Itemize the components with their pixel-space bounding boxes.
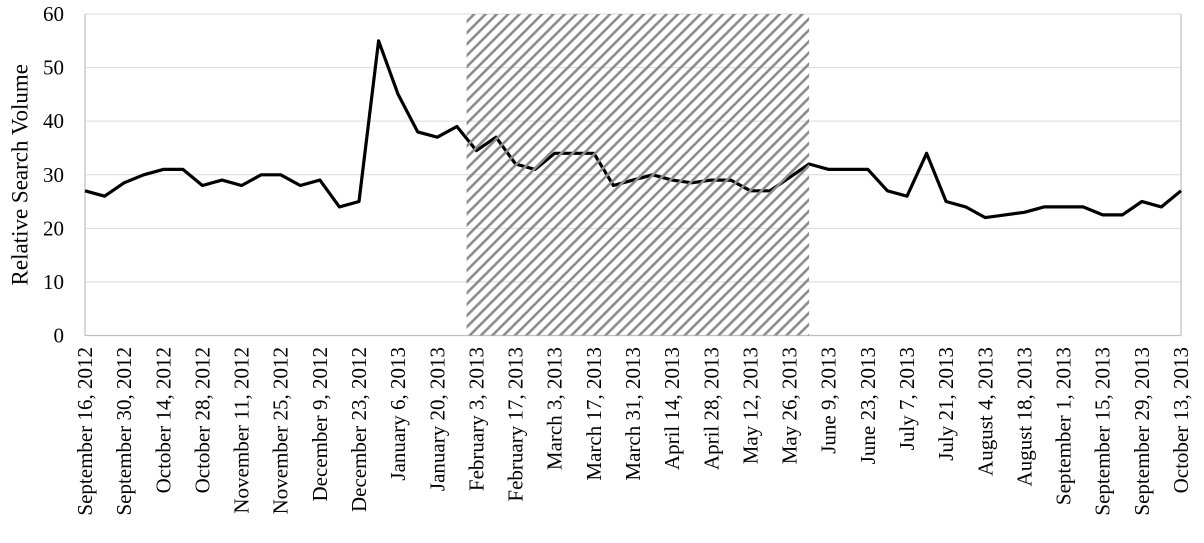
x-tick-label: September 15, 2013 [1091,347,1115,516]
y-tick-label: 10 [43,270,64,294]
x-tick-label: November 11, 2012 [230,347,254,514]
y-tick-label: 20 [43,216,64,240]
y-tick-label: 40 [43,109,64,133]
y-tick-label: 50 [43,56,64,80]
x-tick-label: April 14, 2013 [660,347,684,470]
x-tick-label: December 23, 2012 [347,347,371,512]
x-tick-label: September 1, 2013 [1052,347,1076,505]
x-tick-label: May 12, 2013 [738,347,762,464]
x-tick-label: January 6, 2013 [386,347,410,481]
x-tick-label: April 28, 2013 [699,347,723,470]
y-tick-label: 0 [54,324,65,348]
x-tick-label: October 28, 2012 [190,347,214,493]
x-tick-label: March 17, 2013 [582,347,606,481]
y-axis-title: Relative Search Volume [8,64,33,285]
x-tick-label: September 29, 2013 [1130,347,1154,516]
x-tick-label: September 16, 2012 [73,347,97,516]
x-tick-label: September 30, 2012 [112,347,136,516]
x-tick-label: July 7, 2013 [895,347,919,450]
x-tick-label: March 31, 2013 [621,347,645,481]
x-tick-label: October 14, 2012 [151,347,175,493]
x-tick-label: July 21, 2013 [934,347,958,461]
x-tick-label: May 26, 2013 [778,347,802,464]
x-tick-label: August 18, 2013 [1012,347,1036,486]
x-tick-label: June 23, 2013 [856,347,880,464]
x-tick-label: June 9, 2013 [817,347,841,454]
x-tick-label: February 17, 2013 [504,347,528,502]
x-tick-label: November 25, 2012 [269,347,293,514]
y-tick-label: 30 [43,163,64,187]
highlight-hatch-region [466,14,810,336]
y-tick-label: 60 [43,2,64,26]
x-tick-label: October 13, 2013 [1169,347,1193,493]
x-tick-label: March 3, 2013 [543,347,567,470]
x-tick-label: December 9, 2012 [308,347,332,502]
x-tick-label: August 4, 2013 [973,347,997,476]
x-tick-label: February 3, 2013 [464,347,488,491]
x-tick-label: January 20, 2013 [425,347,449,491]
